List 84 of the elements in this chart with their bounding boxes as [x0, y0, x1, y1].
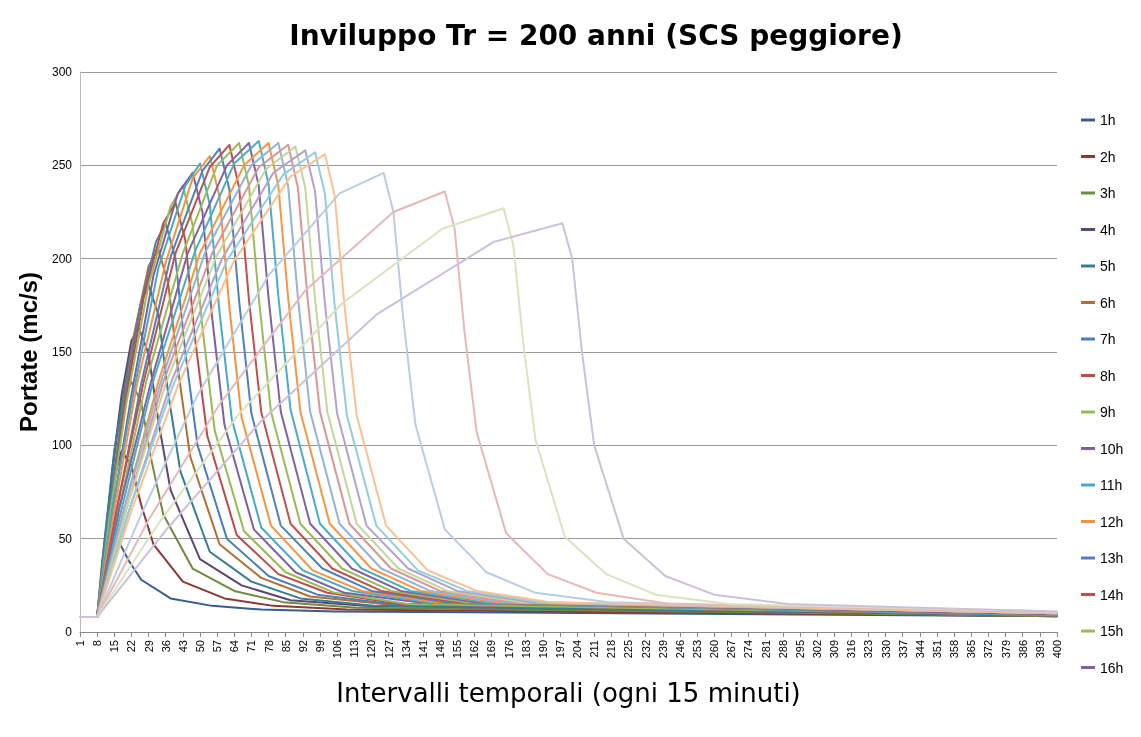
x-tick-label: 64: [228, 640, 241, 653]
legend-label: 3h: [1100, 185, 1116, 201]
x-tick-label: 71: [245, 640, 258, 653]
x-tick-label: 288: [776, 640, 789, 659]
x-tick-label: 225: [622, 640, 635, 659]
legend-label: 1h: [1100, 112, 1116, 128]
x-tick-label: 323: [862, 640, 875, 659]
x-tick-label: 267: [725, 640, 738, 659]
x-tick-label: 155: [451, 640, 464, 659]
x-tick-label: 253: [691, 640, 704, 659]
legend-label: 14h: [1100, 586, 1124, 603]
x-tick-label: 50: [193, 640, 206, 653]
x-tick-label: 386: [1016, 640, 1029, 659]
x-tick-label: 400: [1051, 640, 1063, 659]
legend-label: 7h: [1100, 331, 1116, 347]
legend-label: 9h: [1100, 404, 1116, 420]
y-tick-label: 300: [51, 65, 73, 79]
x-tick-label: 295: [793, 640, 806, 659]
x-tick-label: 148: [433, 640, 446, 659]
legend-label: 6h: [1100, 294, 1116, 311]
x-tick-label: 281: [759, 640, 772, 659]
legend-label: 5h: [1100, 258, 1116, 274]
x-tick-label: 85: [279, 640, 292, 653]
y-tick-label: 100: [51, 438, 73, 453]
x-tick-label: 232: [639, 640, 652, 659]
x-tick-label: 92: [296, 640, 309, 653]
legend-label: 10h: [1100, 440, 1124, 457]
x-tick-label: 127: [382, 640, 395, 659]
x-tick-label: 106: [331, 640, 344, 659]
x-tick-label: 190: [536, 640, 549, 659]
x-tick-label: 141: [416, 640, 429, 659]
x-tick-label: 211: [588, 640, 601, 658]
y-tick-label: 50: [58, 531, 73, 546]
x-tick-label: 197: [553, 640, 566, 659]
x-tick-label: 344: [913, 640, 926, 659]
x-tick-label: 22: [125, 640, 138, 653]
x-tick-label: 274: [742, 640, 755, 659]
y-axis-title: Portate (mc/s): [14, 271, 42, 433]
y-tick-label: 200: [51, 251, 73, 266]
x-tick-label: 204: [571, 640, 584, 659]
x-tick-label: 260: [708, 640, 721, 659]
legend-label: 2h: [1100, 148, 1116, 165]
x-tick-label: 169: [485, 640, 498, 659]
x-tick-label: 337: [896, 640, 909, 659]
x-tick-label: 78: [262, 640, 275, 653]
x-tick-label: 330: [879, 640, 892, 659]
x-tick-label: 43: [176, 640, 189, 653]
x-tick-label: 393: [1033, 640, 1046, 659]
x-tick-label: 8: [91, 640, 104, 647]
x-tick-label: 379: [999, 640, 1012, 659]
chart-title: Inviluppo Tr = 200 anni (SCS peggiore): [289, 18, 903, 52]
legend-label: 15h: [1100, 623, 1124, 639]
legend-label: 13h: [1100, 550, 1124, 566]
x-tick-label: 239: [656, 640, 669, 659]
x-tick-label: 218: [605, 640, 618, 659]
x-tick-label: 162: [468, 640, 481, 659]
legend-label: 16h: [1100, 659, 1124, 676]
legend-label: 11h: [1100, 477, 1123, 493]
x-tick-label: 15: [108, 640, 121, 653]
x-tick-label: 183: [519, 640, 532, 659]
x-tick-label: 134: [399, 640, 412, 659]
x-tick-label: 309: [828, 640, 841, 659]
x-tick-label: 36: [159, 640, 172, 653]
x-tick-label: 176: [502, 640, 515, 659]
x-axis-title: Intervalli temporali (ogni 15 minuti): [336, 678, 801, 708]
x-tick-label: 302: [811, 640, 824, 659]
x-tick-label: 113: [348, 640, 361, 658]
x-tick-label: 365: [965, 640, 978, 659]
x-tick-label: 99: [313, 640, 326, 653]
x-tick-label: 246: [673, 640, 686, 659]
legend-label: 12h: [1100, 513, 1124, 530]
y-tick-label: 150: [51, 345, 73, 359]
x-tick-label: 316: [845, 640, 858, 659]
legend-label: 4h: [1100, 221, 1116, 238]
y-tick-label: 250: [51, 158, 73, 173]
x-tick-label: 29: [142, 640, 155, 653]
x-tick-label: 372: [982, 640, 995, 659]
x-tick-label: 120: [365, 640, 378, 659]
x-tick-label: 351: [931, 640, 944, 659]
x-tick-label: 1: [74, 640, 86, 647]
legend-label: 8h: [1100, 367, 1116, 384]
x-tick-label: 358: [948, 640, 961, 659]
x-tick-label: 57: [211, 640, 224, 653]
y-tick-label: 0: [65, 625, 73, 639]
